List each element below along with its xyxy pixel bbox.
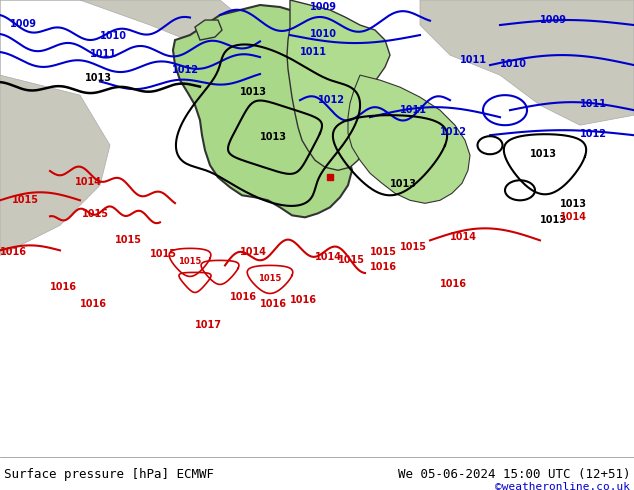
Text: 1013: 1013 <box>540 215 567 225</box>
Text: Surface pressure [hPa] ECMWF: Surface pressure [hPa] ECMWF <box>4 468 214 481</box>
Text: 1009: 1009 <box>540 15 567 25</box>
Text: 1016: 1016 <box>290 295 317 305</box>
Polygon shape <box>0 0 110 255</box>
Polygon shape <box>348 75 470 203</box>
Text: 1015: 1015 <box>12 196 39 205</box>
Text: 1012: 1012 <box>440 127 467 137</box>
Text: 1015: 1015 <box>370 247 397 257</box>
Text: 1009: 1009 <box>10 19 37 29</box>
Text: 1013: 1013 <box>530 149 557 159</box>
Text: 1013: 1013 <box>390 179 417 189</box>
Text: 1016: 1016 <box>80 299 107 310</box>
Text: 1015: 1015 <box>400 243 427 252</box>
Text: 1010: 1010 <box>100 31 127 41</box>
Text: 1014: 1014 <box>450 232 477 243</box>
Text: 1013: 1013 <box>85 73 112 83</box>
Text: 1015: 1015 <box>82 209 109 220</box>
Text: 1013: 1013 <box>240 87 267 97</box>
Text: 1014: 1014 <box>560 212 587 222</box>
Text: 1015: 1015 <box>338 255 365 266</box>
Text: 1011: 1011 <box>580 99 607 109</box>
Text: 1014: 1014 <box>75 177 102 187</box>
Text: 1010: 1010 <box>310 29 337 39</box>
Text: 1013: 1013 <box>560 199 587 209</box>
Polygon shape <box>0 0 250 45</box>
Text: 1015: 1015 <box>178 257 202 267</box>
Text: 1011: 1011 <box>460 55 487 65</box>
Polygon shape <box>420 0 634 125</box>
Text: 1012: 1012 <box>318 95 345 105</box>
Text: 1009: 1009 <box>310 2 337 12</box>
Text: ©weatheronline.co.uk: ©weatheronline.co.uk <box>495 482 630 490</box>
Text: 1012: 1012 <box>580 129 607 139</box>
Text: 1015: 1015 <box>258 274 281 283</box>
Text: 1010: 1010 <box>500 59 527 69</box>
Text: 1016: 1016 <box>0 247 27 257</box>
Text: 1016: 1016 <box>260 299 287 310</box>
Text: 1016: 1016 <box>50 282 77 293</box>
Text: 1016: 1016 <box>230 293 257 302</box>
Text: 1013: 1013 <box>260 132 287 142</box>
Text: 1012: 1012 <box>172 65 199 75</box>
Text: 1016: 1016 <box>440 279 467 290</box>
Text: 1015: 1015 <box>150 249 177 259</box>
Text: 1014: 1014 <box>315 252 342 263</box>
Text: 1011: 1011 <box>400 105 427 115</box>
Text: 1014: 1014 <box>240 247 267 257</box>
Polygon shape <box>195 20 222 40</box>
Text: We 05-06-2024 15:00 UTC (12+51): We 05-06-2024 15:00 UTC (12+51) <box>398 468 630 481</box>
Text: 1011: 1011 <box>90 49 117 59</box>
Text: 1016: 1016 <box>370 263 397 272</box>
Polygon shape <box>287 0 390 170</box>
Text: 1015: 1015 <box>115 235 142 245</box>
Text: 1017: 1017 <box>195 319 222 329</box>
Text: 1011: 1011 <box>300 47 327 57</box>
Polygon shape <box>173 5 360 218</box>
